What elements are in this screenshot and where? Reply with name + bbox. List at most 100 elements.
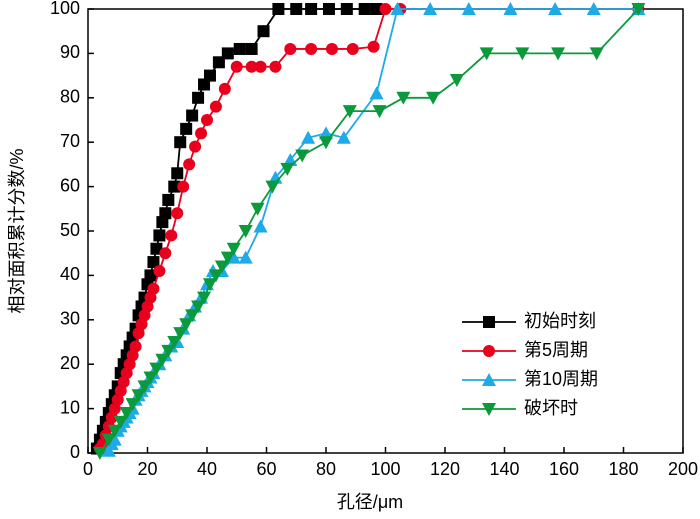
marker — [208, 269, 223, 283]
x-tick-label: 120 — [430, 459, 460, 479]
y-axis-label: 相对面积累计分数/% — [7, 148, 27, 313]
legend-marker — [482, 403, 496, 416]
x-tick-label: 20 — [137, 459, 157, 479]
marker — [369, 86, 384, 100]
marker — [336, 130, 351, 144]
marker — [269, 60, 282, 73]
marker — [203, 69, 216, 82]
marker — [238, 225, 253, 238]
marker — [191, 300, 206, 314]
marker — [129, 340, 142, 353]
marker — [192, 91, 205, 104]
y-tick-label: 100 — [50, 0, 80, 18]
marker — [367, 40, 380, 53]
x-tick-label: 60 — [256, 459, 276, 479]
x-tick-label: 200 — [668, 459, 698, 479]
legend-label: 第5周期 — [524, 340, 588, 360]
y-tick-label: 70 — [60, 131, 80, 151]
y-tick-label: 0 — [70, 442, 80, 462]
legend-marker — [482, 373, 496, 386]
marker — [230, 60, 243, 73]
marker — [245, 60, 258, 73]
marker — [370, 3, 383, 15]
marker — [295, 149, 310, 163]
marker — [153, 229, 166, 242]
marker — [161, 344, 176, 358]
marker — [101, 443, 116, 457]
marker — [195, 127, 208, 140]
x-tick-label: 140 — [489, 459, 519, 479]
marker — [284, 42, 297, 55]
marker — [214, 260, 229, 274]
marker — [319, 126, 333, 140]
marker — [137, 380, 152, 394]
marker — [280, 162, 295, 176]
marker — [92, 447, 107, 460]
marker — [226, 242, 241, 256]
marker — [179, 318, 194, 332]
marker — [515, 47, 530, 61]
marker — [150, 242, 163, 255]
legend-marker — [483, 316, 495, 328]
marker — [202, 278, 217, 292]
marker — [290, 3, 303, 15]
marker — [390, 2, 405, 15]
marker — [342, 105, 357, 119]
y-tick-label: 10 — [60, 397, 80, 417]
marker — [218, 82, 231, 95]
marker — [159, 247, 172, 260]
marker — [171, 167, 184, 180]
marker — [305, 42, 318, 55]
marker — [551, 47, 566, 61]
marker — [220, 251, 235, 265]
marker — [177, 180, 190, 193]
marker — [189, 140, 202, 153]
marker — [358, 3, 371, 15]
marker — [257, 25, 270, 38]
y-tick-label: 20 — [60, 353, 80, 373]
marker — [305, 3, 318, 15]
marker — [548, 2, 563, 15]
marker — [113, 415, 128, 429]
marker — [153, 264, 166, 277]
marker — [147, 282, 160, 295]
marker — [265, 180, 280, 194]
marker — [250, 202, 265, 216]
marker — [449, 74, 464, 88]
y-tick-label: 30 — [60, 309, 80, 329]
x-tick-label: 80 — [316, 459, 336, 479]
marker — [131, 389, 146, 403]
marker — [272, 3, 285, 15]
marker — [253, 219, 268, 233]
marker — [197, 291, 212, 305]
marker — [245, 42, 258, 55]
marker — [322, 3, 335, 15]
marker — [340, 3, 353, 15]
y-tick-label: 90 — [60, 42, 80, 62]
marker — [168, 180, 181, 193]
marker — [155, 353, 170, 367]
marker — [185, 309, 200, 323]
marker — [226, 250, 241, 264]
marker — [165, 229, 178, 242]
marker — [186, 109, 199, 122]
marker — [167, 336, 182, 349]
marker — [147, 256, 160, 269]
marker — [159, 207, 172, 220]
marker — [183, 158, 196, 171]
legend-label: 初始时刻 — [524, 311, 596, 331]
marker — [426, 91, 441, 105]
marker — [325, 42, 338, 55]
x-tick-label: 160 — [549, 459, 579, 479]
marker — [423, 2, 438, 15]
marker — [173, 327, 188, 341]
x-tick-label: 40 — [197, 459, 217, 479]
marker — [238, 250, 253, 264]
marker — [461, 2, 476, 15]
x-axis-label: 孔径/μm — [337, 492, 403, 512]
marker — [209, 100, 222, 113]
marker — [301, 130, 316, 144]
marker — [254, 60, 267, 73]
marker — [107, 424, 122, 438]
y-tick-label: 40 — [60, 264, 80, 284]
